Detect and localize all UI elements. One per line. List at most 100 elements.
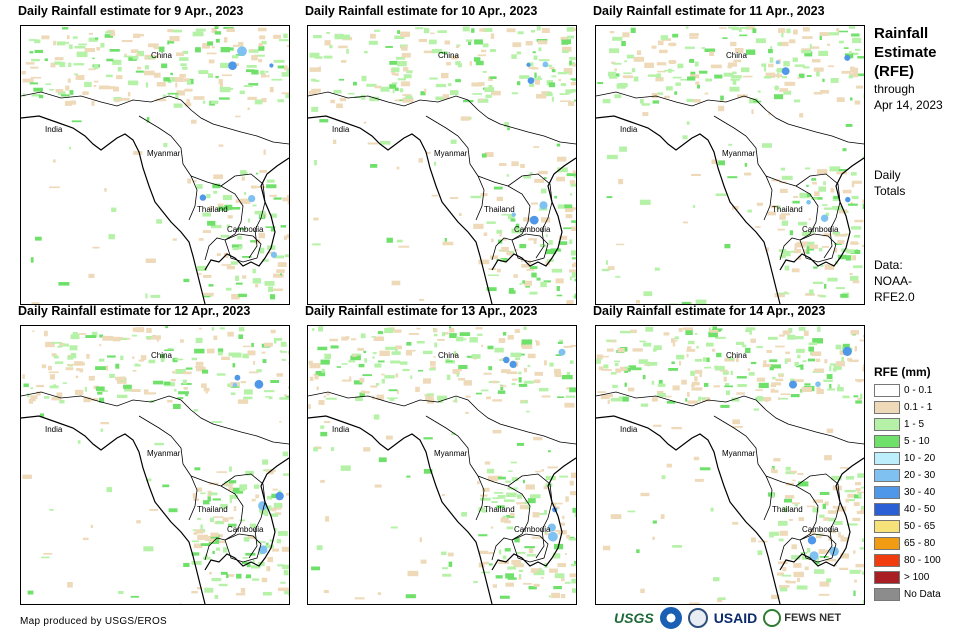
rain-cell <box>175 77 184 82</box>
rain-cell <box>846 249 855 254</box>
rain-cell <box>498 560 509 564</box>
rain-cell <box>236 573 242 579</box>
rain-cell <box>816 535 822 539</box>
rain-cell <box>431 194 438 197</box>
rain-cell <box>75 75 85 80</box>
rain-cell <box>762 364 773 368</box>
rain-cell <box>748 372 755 376</box>
rain-cell <box>819 556 829 558</box>
rain-cell <box>394 73 399 76</box>
rain-cell <box>221 571 228 575</box>
rain-cell <box>477 480 480 485</box>
rain-cell <box>491 90 501 96</box>
rain-cell <box>179 57 189 61</box>
rain-cell <box>669 303 679 304</box>
rain-cell <box>674 336 679 340</box>
rain-cell <box>668 42 677 46</box>
rainfall-map: China India Myanmar Thailand Cambodia <box>595 325 865 605</box>
rain-cell <box>526 269 535 271</box>
rain-cell <box>533 379 541 384</box>
rain-cell <box>766 247 769 252</box>
heavy-rain-cell <box>775 60 780 65</box>
rain-cell <box>511 92 518 95</box>
rain-cell <box>761 63 767 67</box>
rain-cell <box>757 395 763 402</box>
rain-cell <box>533 570 545 576</box>
rainfall-map: China India Myanmar Thailand Cambodia <box>595 25 865 305</box>
legend-swatch <box>874 537 900 550</box>
rain-cell <box>829 166 841 172</box>
rain-cell <box>359 392 365 397</box>
rain-cell <box>733 59 742 63</box>
rain-cell <box>566 300 574 304</box>
rain-cell <box>771 467 774 473</box>
rfe-title-line2: Estimate <box>874 44 937 61</box>
rain-cell <box>74 73 78 76</box>
rain-cell <box>423 50 435 54</box>
rain-cell <box>473 581 478 583</box>
rain-cell <box>176 90 185 96</box>
rain-cell <box>452 370 456 374</box>
rain-cell <box>801 50 812 54</box>
rain-cell <box>132 55 139 60</box>
legend-swatch <box>874 486 900 499</box>
rain-cell <box>222 517 229 522</box>
legend-label: 40 - 50 <box>904 504 936 515</box>
rain-cell <box>824 455 832 461</box>
rain-cell <box>389 398 395 401</box>
rain-cell <box>361 391 370 394</box>
rain-cell <box>218 206 230 211</box>
rain-cell <box>62 41 70 44</box>
rain-cell <box>549 362 554 367</box>
rain-cell <box>568 537 576 541</box>
rain-cell <box>107 355 116 358</box>
rain-cell <box>406 342 412 346</box>
rain-cell <box>330 345 339 349</box>
rain-cell <box>266 179 275 183</box>
rain-cell <box>609 31 615 34</box>
rain-cell <box>827 517 836 522</box>
rain-cell <box>694 478 704 482</box>
rain-cell <box>195 529 204 534</box>
rain-cell <box>553 586 562 590</box>
rain-cell <box>78 333 86 335</box>
rain-cell <box>477 333 483 336</box>
rain-cell <box>657 92 664 95</box>
rain-cell <box>167 80 172 84</box>
rain-cell <box>782 330 791 335</box>
globe-icon <box>763 609 782 627</box>
rain-cell <box>689 602 700 604</box>
rain-cell <box>254 99 263 105</box>
rain-cell <box>43 552 53 555</box>
rain-cell <box>710 64 722 69</box>
rain-cell <box>571 220 576 223</box>
rain-cell <box>59 61 66 68</box>
rain-cell <box>251 55 258 61</box>
rain-cell <box>232 244 243 248</box>
rain-cell <box>251 342 254 347</box>
rain-cell <box>557 156 567 162</box>
rain-cell <box>449 197 459 199</box>
border-line <box>425 115 485 221</box>
rain-cell <box>537 513 546 515</box>
rain-cell <box>429 39 437 45</box>
rain-cell <box>132 356 135 359</box>
rain-cell <box>232 363 236 368</box>
rain-cell <box>357 347 364 351</box>
rain-cell <box>843 47 849 49</box>
rain-cell <box>374 85 382 89</box>
rain-cell <box>694 369 703 374</box>
rain-cell <box>321 368 325 373</box>
place-label-thailand: Thailand <box>484 205 515 214</box>
rain-cell <box>314 56 323 59</box>
rain-cell <box>767 211 776 216</box>
rain-cell <box>653 345 662 350</box>
rain-cell <box>56 41 66 46</box>
rain-cell <box>271 493 277 498</box>
rain-cell <box>556 176 565 182</box>
rain-cell <box>195 28 206 32</box>
rain-cell <box>693 456 700 461</box>
fews-net-logo: FEWS NET <box>763 609 841 627</box>
rain-cell <box>774 94 784 100</box>
